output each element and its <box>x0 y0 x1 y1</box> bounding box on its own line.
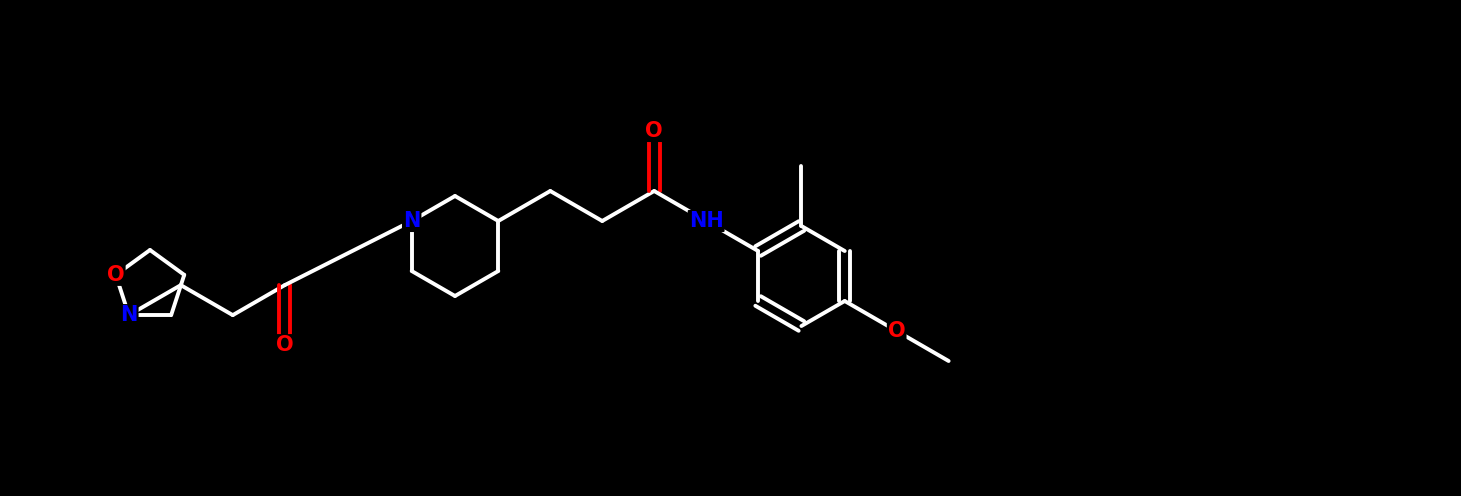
Text: O: O <box>276 335 294 355</box>
Text: NH: NH <box>688 211 723 231</box>
Text: O: O <box>646 121 663 141</box>
Text: N: N <box>403 211 421 231</box>
Text: O: O <box>888 321 906 341</box>
Text: N: N <box>120 305 137 325</box>
Text: O: O <box>107 265 124 285</box>
